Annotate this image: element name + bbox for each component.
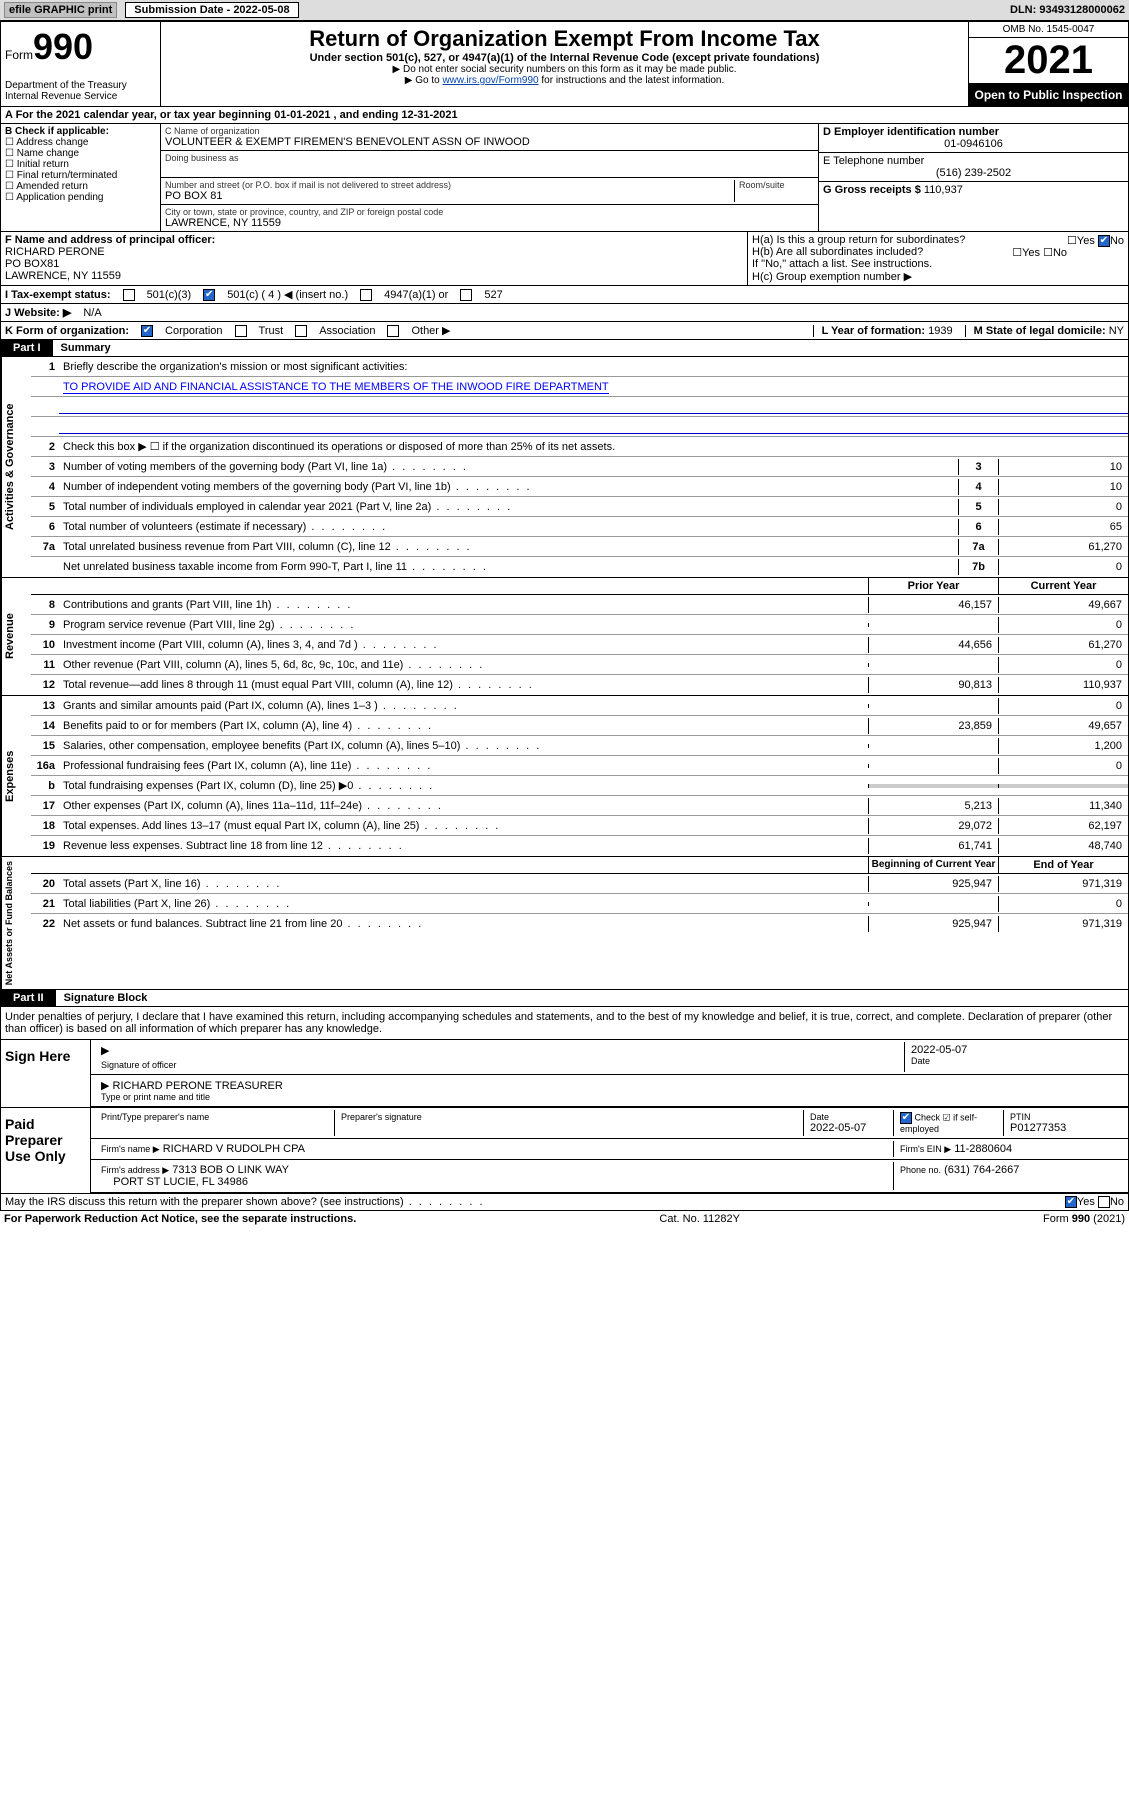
city-label: City or town, state or province, country… [165, 207, 814, 217]
officer-addr2: LAWRENCE, NY 11559 [5, 270, 121, 282]
col-b-checkboxes: B Check if applicable: ☐ Address change … [1, 124, 161, 231]
row-a-period: A For the 2021 calendar year, or tax yea… [0, 107, 1129, 124]
chk-pending[interactable]: ☐ Application pending [5, 192, 156, 203]
part1-netassets: Net Assets or Fund Balances Beginning of… [0, 857, 1129, 990]
signature-block: Under penalties of perjury, I declare th… [0, 1007, 1129, 1194]
org-name-label: C Name of organization [165, 126, 814, 136]
page-footer: For Paperwork Reduction Act Notice, see … [0, 1211, 1129, 1227]
efile-button[interactable]: efile GRAPHIC print [4, 2, 117, 18]
row-i: I Tax-exempt status: 501(c)(3) ✔501(c) (… [0, 286, 1129, 304]
submission-date: Submission Date - 2022-05-08 [125, 2, 298, 18]
form-header: Form990 Department of the Treasury Inter… [0, 21, 1129, 107]
row-j: J Website: ▶ N/A [0, 304, 1129, 322]
chk-initial[interactable]: ☐ Initial return [5, 159, 156, 170]
table-row: 10Investment income (Part VIII, column (… [31, 635, 1128, 655]
chk-address[interactable]: ☐ Address change [5, 137, 156, 148]
hb-note: If "No," attach a list. See instructions… [752, 258, 1124, 270]
section-fh: F Name and address of principal officer:… [0, 232, 1129, 286]
paid-preparer-label: Paid Preparer Use Only [1, 1108, 91, 1193]
addr-value: PO BOX 81 [165, 190, 734, 202]
table-row: 11Other revenue (Part VIII, column (A), … [31, 655, 1128, 675]
table-row: 8Contributions and grants (Part VIII, li… [31, 595, 1128, 615]
table-row: 21Total liabilities (Part X, line 26)0 [31, 894, 1128, 914]
org-name: VOLUNTEER & EXEMPT FIREMEN'S BENEVOLENT … [165, 136, 814, 148]
table-row: 9Program service revenue (Part VIII, lin… [31, 615, 1128, 635]
tax-year: 2021 [969, 38, 1128, 84]
city-value: LAWRENCE, NY 11559 [165, 217, 814, 229]
addr-label: Number and street (or P.O. box if mail i… [165, 180, 734, 190]
hb-row: H(b) Are all subordinates included? ☐Yes… [752, 246, 1124, 258]
chk-final[interactable]: ☐ Final return/terminated [5, 170, 156, 181]
table-row: 18Total expenses. Add lines 13–17 (must … [31, 816, 1128, 836]
top-bar: efile GRAPHIC print Submission Date - 20… [0, 0, 1129, 21]
table-row: 13Grants and similar amounts paid (Part … [31, 696, 1128, 716]
form-subtitle: Under section 501(c), 527, or 4947(a)(1)… [169, 52, 960, 64]
table-row: 16aProfessional fundraising fees (Part I… [31, 756, 1128, 776]
sign-here-label: Sign Here [1, 1040, 91, 1107]
chk-namechange[interactable]: ☐ Name change [5, 148, 156, 159]
part1-expenses: Expenses 13Grants and similar amounts pa… [0, 696, 1129, 857]
ha-row: H(a) Is this a group return for subordin… [752, 234, 1124, 246]
open-inspection: Open to Public Inspection [969, 84, 1128, 106]
table-row: 14Benefits paid to or for members (Part … [31, 716, 1128, 736]
hc-row: H(c) Group exemption number ▶ [752, 270, 1124, 283]
ein-value: 01-0946106 [823, 138, 1124, 150]
dba-label: Doing business as [165, 153, 814, 163]
phone-label: E Telephone number [823, 155, 924, 167]
room-label: Room/suite [739, 180, 814, 190]
table-row: 20Total assets (Part X, line 16)925,9479… [31, 874, 1128, 894]
gross-label: G Gross receipts $ [823, 184, 921, 196]
ein-label: D Employer identification number [823, 126, 999, 138]
gross-value: 110,937 [924, 184, 963, 196]
dept-label: Department of the Treasury Internal Reve… [5, 80, 156, 102]
form-number: Form990 [5, 26, 156, 68]
part1-governance: Activities & Governance 1Briefly describ… [0, 357, 1129, 578]
omb-number: OMB No. 1545-0047 [969, 22, 1128, 38]
table-row: 22Net assets or fund balances. Subtract … [31, 914, 1128, 934]
phone-value: (516) 239-2502 [823, 167, 1124, 179]
table-row: 12Total revenue—add lines 8 through 11 (… [31, 675, 1128, 695]
dln-label: DLN: 93493128000062 [1010, 4, 1125, 16]
table-row: 19Revenue less expenses. Subtract line 1… [31, 836, 1128, 856]
officer-label: F Name and address of principal officer: [5, 234, 215, 246]
form-title: Return of Organization Exempt From Incom… [169, 26, 960, 52]
part1-revenue: Revenue Prior YearCurrent Year 8Contribu… [0, 578, 1129, 696]
officer-addr1: PO BOX81 [5, 258, 59, 270]
section-identity: B Check if applicable: ☐ Address change … [0, 124, 1129, 232]
irs-link[interactable]: www.irs.gov/Form990 [442, 75, 538, 86]
officer-signed-name: RICHARD PERONE TREASURER [113, 1080, 283, 1092]
chk-amended[interactable]: ☐ Amended return [5, 181, 156, 192]
form-note-2: ▶ Go to www.irs.gov/Form990 for instruct… [169, 75, 960, 86]
table-row: 17Other expenses (Part IX, column (A), l… [31, 796, 1128, 816]
table-row: bTotal fundraising expenses (Part IX, co… [31, 776, 1128, 796]
declaration-text: Under penalties of perjury, I declare th… [1, 1007, 1128, 1040]
row-k: K Form of organization: ✔Corporation Tru… [0, 322, 1129, 340]
table-row: 15Salaries, other compensation, employee… [31, 736, 1128, 756]
part1-header: Part I Summary [0, 340, 1129, 357]
part2-header: Part II Signature Block [0, 990, 1129, 1007]
form-note-1: ▶ Do not enter social security numbers o… [169, 64, 960, 75]
may-irs-discuss: May the IRS discuss this return with the… [0, 1194, 1129, 1211]
mission-text: TO PROVIDE AID AND FINANCIAL ASSISTANCE … [63, 381, 609, 394]
officer-name: RICHARD PERONE [5, 246, 105, 258]
